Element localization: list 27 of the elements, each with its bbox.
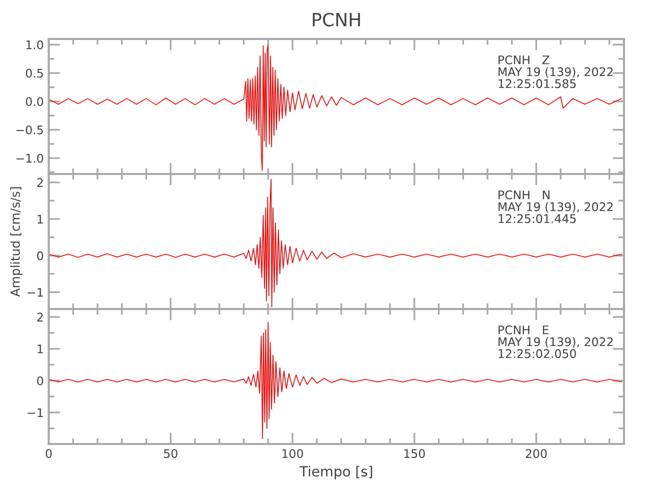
- x-tick-label: 0: [46, 449, 52, 458]
- y-tick-label: −1: [28, 288, 43, 297]
- y-tick-label: 0: [37, 376, 44, 386]
- x-tick-label: 150: [404, 449, 425, 458]
- y-tick-label: −0.5: [16, 125, 43, 134]
- y-tick-label: 0: [37, 251, 44, 260]
- line-series: [48, 322, 622, 440]
- x-tick-label: 100: [282, 449, 303, 458]
- y-tick-label: 1.0: [26, 40, 44, 50]
- y-tick-label: 0.5: [26, 68, 43, 78]
- y-tick-label: 2: [37, 178, 43, 187]
- annotation: PCNH Z MAY 19 (139), 2022 12:25:01.585: [498, 55, 613, 88]
- y-tick-label: 1: [38, 214, 43, 224]
- chart-title: PCNH: [312, 12, 360, 26]
- line-series: [48, 44, 622, 172]
- annotation: PCNH E MAY 19 (139), 2022 12:25:02.050: [498, 325, 613, 358]
- y-tick-label: −1: [28, 408, 43, 417]
- y-tick-label: 1: [38, 344, 43, 354]
- x-axis-title: Tiempo [s]: [299, 466, 372, 480]
- x-tick-label: 200: [526, 449, 547, 458]
- annotation: PCNH N MAY 19 (139), 2022 12:25:01.445: [498, 190, 613, 224]
- y-tick-label: 2: [37, 312, 43, 322]
- line-series: [48, 178, 622, 308]
- x-tick-label: 50: [164, 449, 178, 458]
- y-axis-title: Amplitud [cm/s/s]: [10, 187, 22, 297]
- y-tick-label: 0.0: [26, 97, 44, 106]
- y-tick-label: −1.0: [16, 154, 44, 163]
